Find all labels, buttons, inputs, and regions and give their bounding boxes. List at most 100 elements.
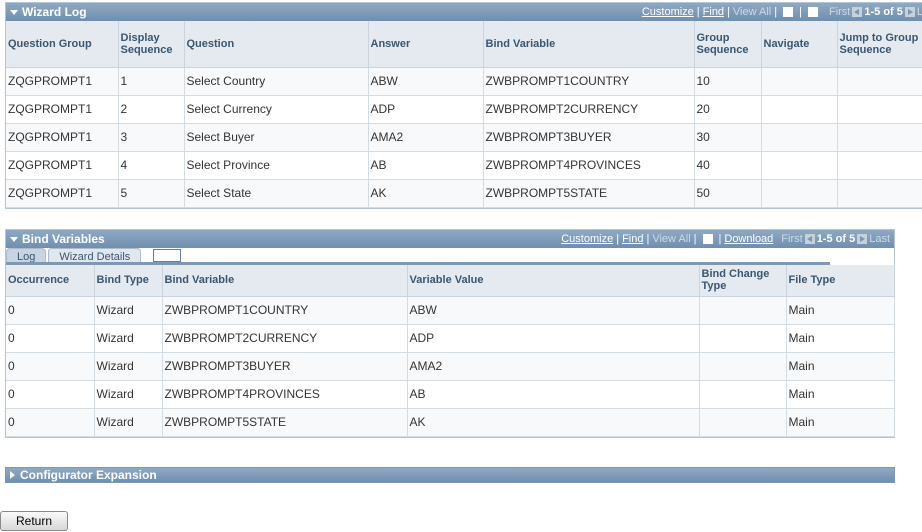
cell: ADP [407, 324, 700, 353]
cell: AMA2 [407, 352, 700, 381]
download-link[interactable]: Download [724, 233, 774, 245]
cell: 4 [118, 151, 185, 180]
cell: ZQGPROMPT1 [6, 95, 119, 124]
cell: ZWBPROMPT2CURRENCY [483, 95, 695, 124]
tab-wizard-details[interactable]: Wizard Details [48, 248, 142, 265]
cell [837, 151, 922, 180]
customize-link[interactable]: Customize [641, 6, 694, 18]
cell: 50 [694, 179, 762, 208]
cell: 5 [118, 179, 185, 208]
cell: ZWBPROMPT3BUYER [483, 123, 695, 152]
cell [761, 151, 838, 180]
customize-link[interactable]: Customize [561, 233, 614, 245]
last-link: L [916, 6, 922, 18]
cell [761, 95, 838, 124]
wizard-log-nav: Customize | Find | View All | | First 1-5 o… [641, 6, 922, 18]
cell [699, 352, 787, 381]
cell: ABW [407, 296, 700, 325]
cell: ZWBPROMPT1COUNTRY [162, 296, 408, 325]
col-variable-value: Variable Value [407, 265, 700, 297]
bind-variables-title: Bind Variables [22, 232, 105, 246]
cell: Wizard [94, 408, 163, 437]
cell: 1 [118, 67, 185, 96]
cell [837, 123, 922, 152]
col-bind-variable: Bind Variable [483, 21, 695, 68]
collapse-triangle-icon[interactable] [10, 9, 18, 15]
cell: ZWBPROMPT5STATE [162, 408, 408, 437]
cell: Main [786, 324, 895, 353]
table-row: ZQGPROMPT1 3 Select Buyer AMA2 ZWBPROMPT… [6, 123, 922, 152]
cell: ZWBPROMPT3BUYER [162, 352, 408, 381]
find-link[interactable]: Find [622, 233, 644, 245]
wizard-log-table: Question Group Display Sequence Question… [6, 21, 922, 208]
cell: ZWBPROMPT5STATE [483, 179, 695, 208]
first-link: First [781, 233, 803, 245]
cell [699, 296, 787, 325]
cell: Select Country [184, 67, 369, 96]
table-row: 0 Wizard ZWBPROMPT4PROVINCES AB Main [6, 380, 895, 409]
cell [761, 179, 838, 208]
first-link: First [828, 6, 851, 18]
cell: 30 [694, 123, 762, 152]
configurator-expansion-header[interactable]: Configurator Expansion [5, 467, 895, 483]
table-row: ZQGPROMPT1 1 Select Country ABW ZWBPROMP… [6, 67, 922, 96]
cell [761, 123, 838, 152]
col-jump-to-group-sequence: Jump to Group Sequence [837, 21, 922, 68]
col-group-sequence: Group Sequence [694, 21, 762, 68]
cell: AMA2 [368, 123, 484, 152]
cell: Main [786, 408, 895, 437]
view-all-link: View All [732, 6, 772, 18]
grid-download-icon[interactable] [807, 7, 818, 17]
previous-arrow-icon [804, 234, 815, 244]
wizard-log-header-row: Question Group Display Sequence Question… [6, 21, 922, 68]
cell: AK [368, 179, 484, 208]
table-row: ZQGPROMPT1 2 Select Currency ADP ZWBPROM… [6, 95, 922, 124]
cell [699, 380, 787, 409]
configurator-expansion-title: Configurator Expansion [20, 468, 157, 482]
table-row: 0 Wizard ZWBPROMPT1COUNTRY ABW Main [6, 296, 895, 325]
return-button[interactable]: Return [0, 511, 68, 531]
col-display-sequence: Display Sequence [118, 21, 185, 68]
last-link: Last [869, 233, 890, 245]
col-bind-change-type: Bind Change Type [699, 265, 787, 297]
cell: Select State [184, 179, 369, 208]
cell: AB [407, 380, 700, 409]
new-window-icon[interactable] [702, 234, 713, 244]
cell: Wizard [94, 352, 163, 381]
view-all-link: View All [652, 233, 691, 245]
show-all-columns-icon[interactable] [153, 249, 182, 262]
cell: ZQGPROMPT1 [6, 67, 119, 96]
wizard-log-grid: Wizard Log Customize | Find | View All | | … [5, 2, 922, 209]
cell: ZQGPROMPT1 [6, 179, 119, 208]
collapse-triangle-icon[interactable] [10, 236, 18, 242]
next-arrow-icon [904, 7, 915, 17]
cell: 0 [6, 352, 95, 381]
col-bind-type: Bind Type [94, 265, 163, 297]
row-range: 1-5 of 5 [816, 233, 856, 245]
bind-variables-table: Occurrence Bind Type Bind Variable Varia… [6, 265, 895, 437]
cell: ZWBPROMPT4PROVINCES [162, 380, 408, 409]
col-question: Question [184, 21, 369, 68]
cell: 0 [6, 380, 95, 409]
cell: AB [368, 151, 484, 180]
cell: 20 [694, 95, 762, 124]
col-occurrence: Occurrence [6, 265, 95, 297]
cell: ABW [368, 67, 484, 96]
expand-triangle-icon[interactable] [10, 471, 15, 479]
cell [837, 67, 922, 96]
col-navigate: Navigate [761, 21, 838, 68]
find-link[interactable]: Find [702, 6, 725, 18]
cell [699, 408, 787, 437]
cell: 10 [694, 67, 762, 96]
cell: ZWBPROMPT1COUNTRY [483, 67, 695, 96]
tab-log[interactable]: Log [6, 248, 47, 265]
cell: ZQGPROMPT1 [6, 151, 119, 180]
table-row: 0 Wizard ZWBPROMPT5STATE AK Main [6, 408, 895, 437]
cell [699, 324, 787, 353]
bind-variables-grid: Bind Variables Customize | Find | View All… [5, 229, 895, 438]
cell: 0 [6, 296, 95, 325]
bind-variables-header-row: Occurrence Bind Type Bind Variable Varia… [6, 265, 895, 297]
cell: 40 [694, 151, 762, 180]
new-window-icon[interactable] [783, 7, 794, 17]
bind-variables-nav: Customize | Find | View All | | Download Fi… [561, 233, 890, 245]
